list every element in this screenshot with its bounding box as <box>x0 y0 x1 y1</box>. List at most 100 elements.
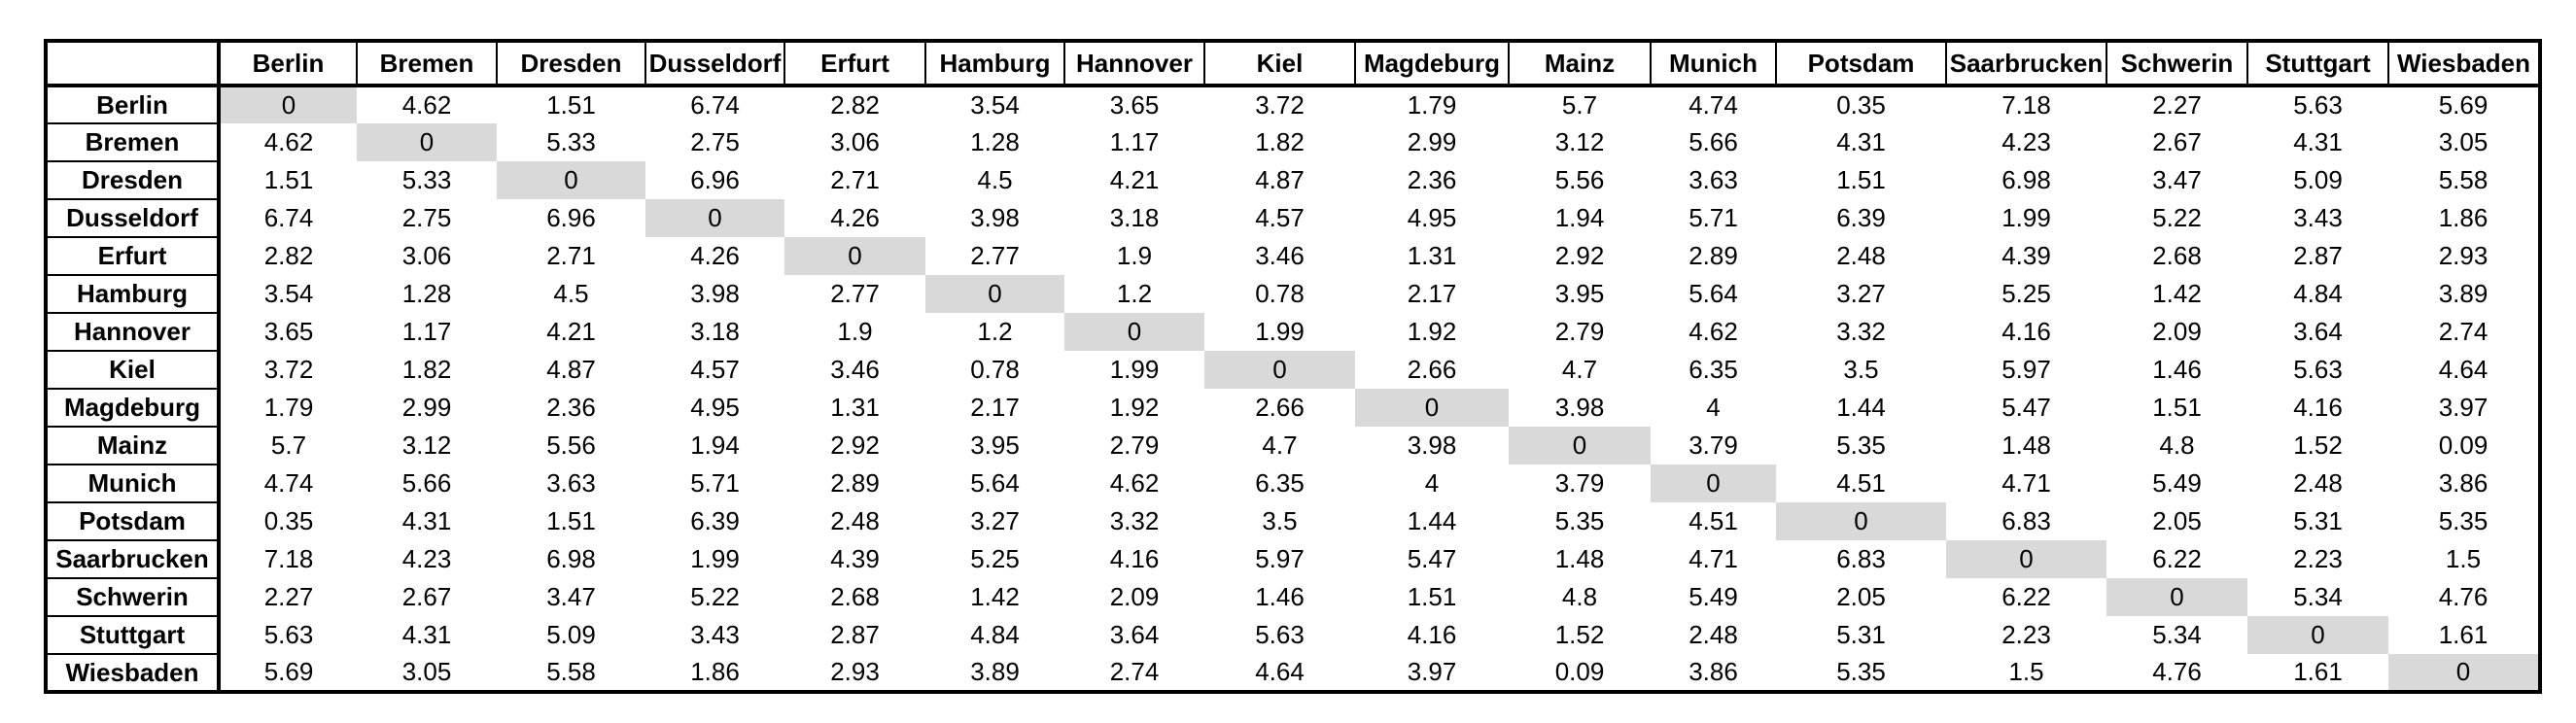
matrix-cell: 3.65 <box>1109 90 1160 120</box>
matrix-cell: 2.05 <box>1836 582 1886 611</box>
matrix-cell: 3.89 <box>2438 279 2489 308</box>
matrix-cell: 5.69 <box>2438 90 2489 120</box>
matrix-cell: 4.16 <box>1109 544 1160 573</box>
matrix-cell: 4.31 <box>401 506 452 535</box>
matrix-cell: 4.26 <box>690 241 740 270</box>
matrix-cell: 6.35 <box>1688 355 1738 384</box>
matrix-cell: 4.26 <box>830 203 880 232</box>
matrix-cell: 5.35 <box>1836 657 1886 686</box>
matrix-cell: 5.58 <box>2438 165 2489 194</box>
matrix-cell: 0 <box>925 275 1064 313</box>
matrix-cell: 5.64 <box>1688 279 1738 308</box>
matrix-cell: 3.97 <box>1407 657 1457 686</box>
column-header-saarbrucken: Saarbrucken <box>1945 41 2106 87</box>
matrix-cell: 4.84 <box>2293 279 2343 308</box>
matrix-cell: 3.65 <box>263 317 314 346</box>
matrix-cell: 6.83 <box>2002 506 2051 535</box>
matrix-cell: 4.62 <box>1109 468 1160 498</box>
row-header-hamburg: Hamburg <box>46 275 221 314</box>
column-header-erfurt: Erfurt <box>783 41 925 87</box>
matrix-cell: 1.2 <box>1116 279 1153 308</box>
matrix-cell: 2.67 <box>401 582 452 611</box>
matrix-cell: 2.09 <box>2152 317 2202 346</box>
matrix-body: Berlin 0 4.62 1.51 6.74 2.82 3.54 3.65 3.72 1.79 5… <box>46 86 2540 693</box>
matrix-cell: 6.83 <box>1836 544 1886 573</box>
matrix-cell: 0 <box>645 199 784 237</box>
matrix-cell: 1.5 <box>2008 657 2044 686</box>
matrix-cell: 2.36 <box>1407 165 1457 194</box>
matrix-row-hannover: Hannover 3.65 1.17 4.21 3.18 1.9 1.2 0 1.99 1.92 2… <box>46 313 2540 352</box>
matrix-cell: 4.71 <box>2002 468 2051 498</box>
matrix-cell: 4.71 <box>1688 544 1738 573</box>
matrix-cell: 3.86 <box>2438 468 2489 498</box>
matrix-cell: 6.74 <box>263 203 314 232</box>
matrix-cell: 5.66 <box>401 468 452 498</box>
matrix-cell: 6.22 <box>2152 544 2202 573</box>
matrix-row-saarbrucken: Saarbrucken 7.18 4.23 6.98 1.99 4.39 5.25 4.16 5… <box>46 540 2540 579</box>
column-header-hannover: Hannover <box>1063 41 1204 87</box>
row-header-saarbrucken: Saarbrucken <box>46 540 221 579</box>
matrix-cell: 1.17 <box>1109 127 1160 156</box>
column-header-hamburg: Hamburg <box>924 41 1064 87</box>
matrix-cell: 7.18 <box>263 544 314 573</box>
matrix-cell: 1.79 <box>263 393 314 422</box>
header-row: Berlin Bremen Dresden Dusseldorf Erfurt Hambu… <box>46 41 2540 87</box>
matrix-cell: 5.35 <box>1836 430 1886 460</box>
matrix-cell: 2.77 <box>970 241 1020 270</box>
matrix-cell: 2.23 <box>2002 620 2051 649</box>
matrix-cell: 0 <box>1204 351 1355 389</box>
matrix-row-kiel: Kiel 3.72 1.82 4.87 4.57 3.46 0.78 1.99 0 2.66 4.7… <box>46 351 2540 390</box>
matrix-cell: 1.17 <box>401 317 452 346</box>
matrix-cell: 3.12 <box>401 430 452 460</box>
matrix-cell: 2.71 <box>830 165 880 194</box>
matrix-cell: 0 <box>2106 578 2247 616</box>
matrix-cell: 1.82 <box>1255 127 1305 156</box>
matrix-cell: 2.92 <box>1554 241 1605 270</box>
matrix-row-erfurt: Erfurt 2.82 3.06 2.71 4.26 0 2.77 1.9 3.46 1.31 2.… <box>46 237 2540 276</box>
matrix-cell: 4.64 <box>2438 355 2489 384</box>
matrix-cell: 1.31 <box>1407 241 1457 270</box>
matrix-row-dresden: Dresden 1.51 5.33 0 6.96 2.71 4.5 4.21 4.87 2.36 5… <box>46 161 2540 200</box>
matrix-cell: 5.7 <box>1561 90 1598 120</box>
matrix-cell: 3.97 <box>2438 393 2489 422</box>
matrix-cell: 1.31 <box>830 393 880 422</box>
matrix-cell: 5.22 <box>2152 203 2202 232</box>
matrix-cell: 2.79 <box>1109 430 1160 460</box>
matrix-cell: 4.5 <box>977 165 1013 194</box>
matrix-cell: 2.92 <box>830 430 880 460</box>
matrix-cell: 4.31 <box>401 620 452 649</box>
matrix-row-munich: Munich 4.74 5.66 3.63 5.71 2.89 5.64 4.62 6.35 4 3… <box>46 465 2540 503</box>
matrix-cell: 1.5 <box>2445 544 2482 573</box>
matrix-cell: 4.95 <box>690 393 740 422</box>
matrix-cell: 2.05 <box>2152 506 2202 535</box>
matrix-cell: 5.25 <box>970 544 1020 573</box>
column-header-stuttgart: Stuttgart <box>2246 41 2388 87</box>
matrix-cell: 0.78 <box>970 355 1020 384</box>
matrix-cell: 2.75 <box>690 127 740 156</box>
matrix-cell: 6.39 <box>690 506 740 535</box>
matrix-cell: 4.62 <box>401 90 452 120</box>
matrix-cell: 5.47 <box>2002 393 2051 422</box>
matrix-cell: 0 <box>497 161 645 199</box>
matrix-cell: 3.64 <box>2293 317 2343 346</box>
matrix-cell: 5.97 <box>2002 355 2051 384</box>
matrix-cell: 4.51 <box>1688 506 1738 535</box>
matrix-cell: 4.21 <box>546 317 596 346</box>
matrix-cell: 2.48 <box>2293 468 2343 498</box>
matrix-cell: 2.23 <box>2293 544 2343 573</box>
matrix-cell: 3.5 <box>1262 506 1298 535</box>
row-header-berlin: Berlin <box>46 86 221 124</box>
matrix-cell: 2.48 <box>1688 620 1738 649</box>
matrix-cell: 5.34 <box>2293 582 2343 611</box>
matrix-cell: 1.51 <box>1836 165 1886 194</box>
matrix-cell: 2.74 <box>1109 657 1160 686</box>
matrix-cell: 0 <box>1509 427 1651 465</box>
matrix-cell: 5.63 <box>1255 620 1305 649</box>
matrix-cell: 2.36 <box>546 393 596 422</box>
column-header-bremen: Bremen <box>356 41 497 87</box>
matrix-cell: 5.71 <box>690 468 740 498</box>
corner-cell <box>46 41 221 87</box>
matrix-cell: 2.66 <box>1407 355 1457 384</box>
matrix-cell: 4.16 <box>2002 317 2051 346</box>
matrix-cell: 3.43 <box>690 620 740 649</box>
